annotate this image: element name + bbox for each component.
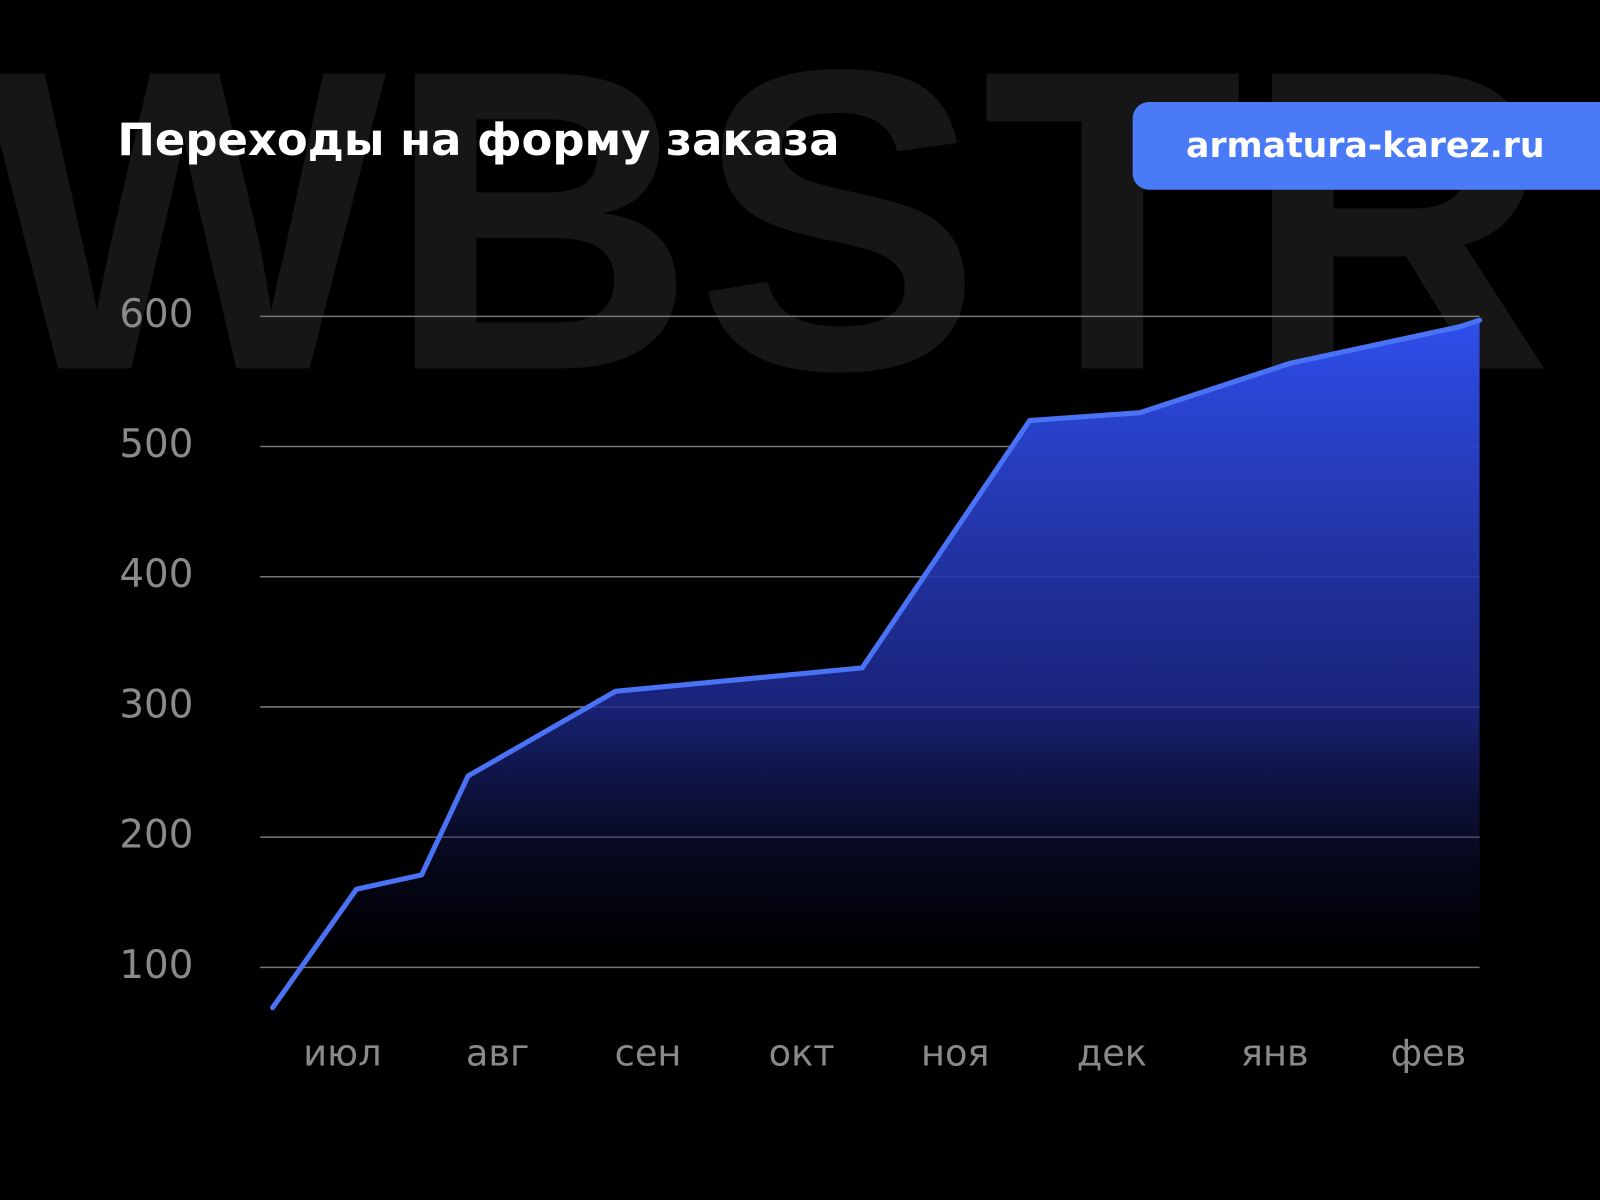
y-tick-label: 200 xyxy=(119,813,193,858)
x-tick-label: дек xyxy=(1077,1032,1147,1075)
x-tick-label: июл xyxy=(303,1032,381,1075)
x-tick-label: сен xyxy=(615,1032,682,1075)
x-tick-label: фев xyxy=(1391,1032,1467,1075)
y-tick-label: 100 xyxy=(119,943,193,988)
y-tick-label: 400 xyxy=(119,552,193,597)
x-tick-label: авг xyxy=(466,1032,529,1075)
badge-text: armatura-karez.ru xyxy=(1186,126,1545,166)
area xyxy=(272,320,1480,1033)
line xyxy=(270,317,1483,1011)
y-tick-label: 600 xyxy=(119,292,193,337)
plot-area: 100 200 300 400 500 600 июл авг сен окт ноя дек янв ф… xyxy=(119,292,1483,1075)
y-tick-label: 300 xyxy=(119,682,193,727)
x-tick-label: ноя xyxy=(921,1032,990,1075)
x-tick-label: янв xyxy=(1241,1032,1309,1075)
y-tick-label: 500 xyxy=(119,422,193,467)
x-tick-label: окт xyxy=(769,1032,835,1075)
badge xyxy=(1132,102,1600,190)
chart-title: Переходы на форму заказа xyxy=(117,113,839,166)
